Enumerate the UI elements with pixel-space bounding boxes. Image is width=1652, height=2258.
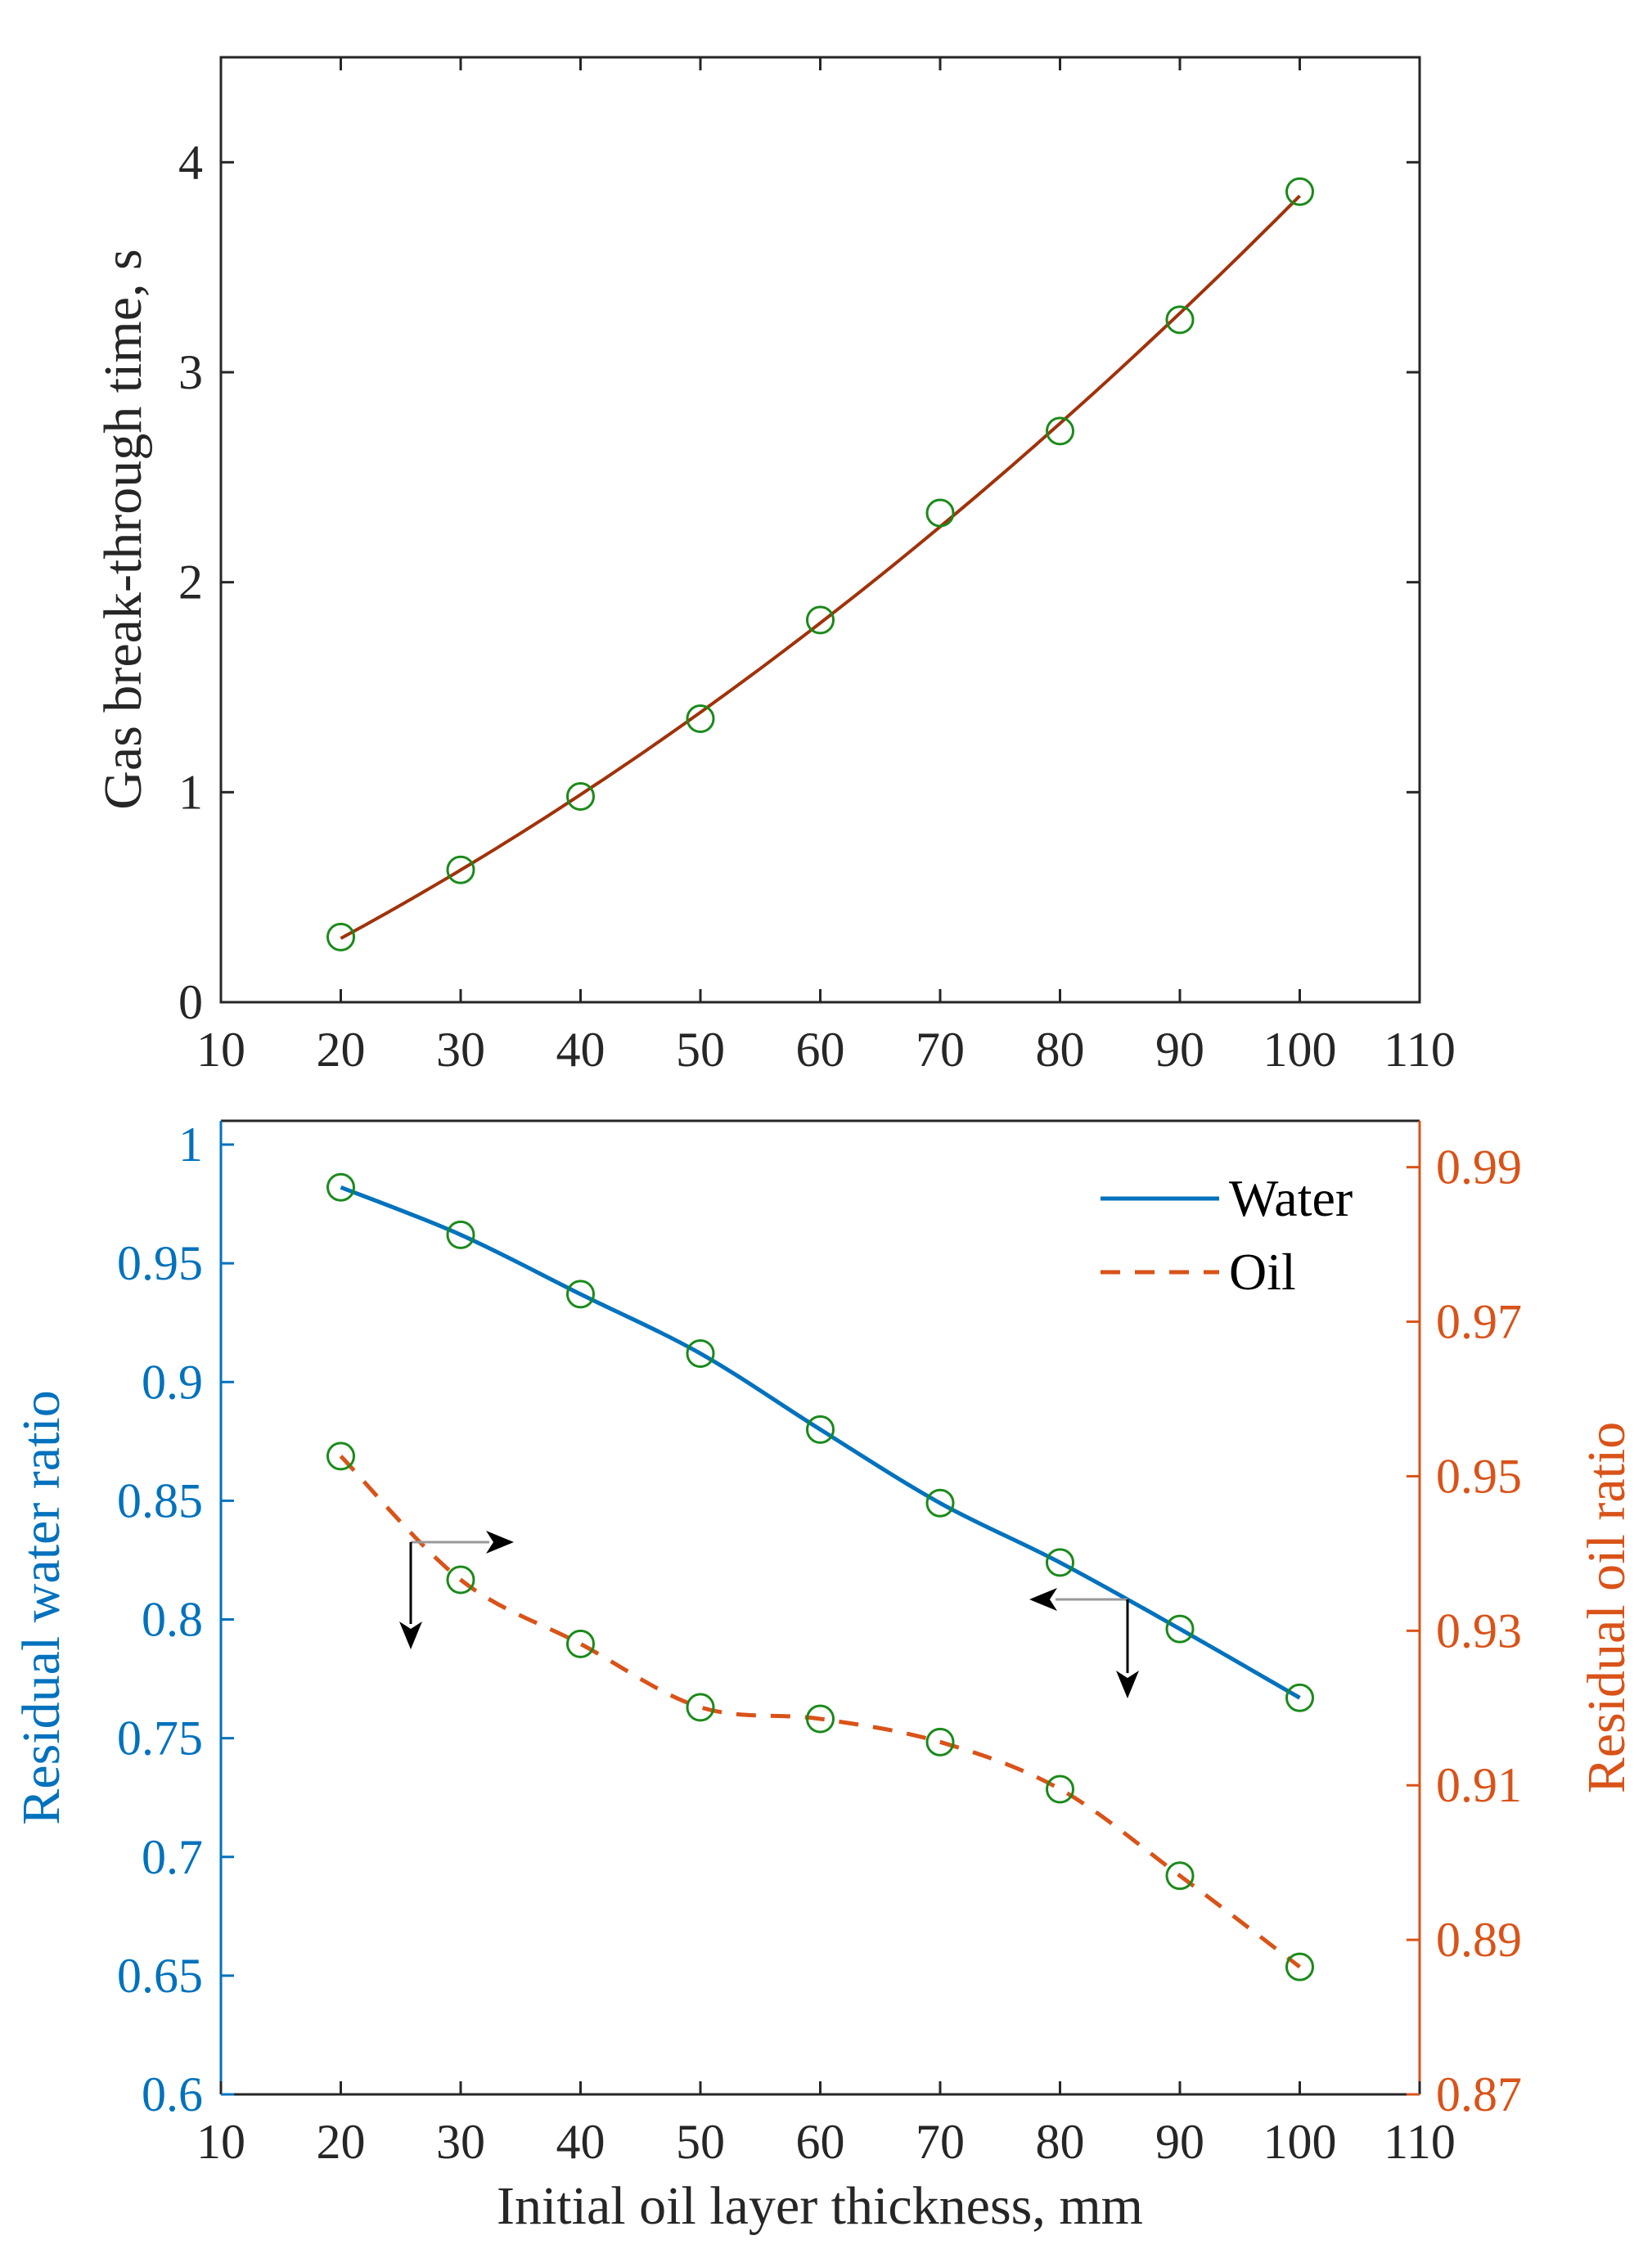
oil-data-point <box>686 1693 715 1722</box>
oil-data-point <box>806 1704 835 1734</box>
top-y-tick-label: 3 <box>178 345 203 399</box>
bottom-x-tick-label: 20 <box>317 2115 366 2169</box>
bottom-x-axis-title: Initial oil layer thickness, mm <box>497 2176 1143 2236</box>
top-data-point <box>446 855 475 884</box>
top-plot-frame <box>219 56 1421 1004</box>
top-data-point <box>806 605 835 635</box>
top-x-tick-label: 80 <box>1036 1023 1085 1077</box>
top-x-tick-label: 40 <box>556 1023 605 1077</box>
water-data-point <box>1165 1614 1195 1644</box>
oil-data-point <box>1165 1861 1195 1891</box>
top-chart: 10 20 30 40 50 60 70 80 90 100 110 0 1 2 3 4 Gas break… <box>93 56 1456 1077</box>
top-y-tick-label: 1 <box>178 765 203 819</box>
oil-data-point <box>446 1565 475 1595</box>
top-y-axis-title: Gas break-through time, s <box>93 249 153 810</box>
oil-data-point <box>566 1629 595 1658</box>
legend: Water Oil <box>1101 1169 1353 1301</box>
top-data-point <box>1046 416 1074 446</box>
right-y-tick-label: 0.91 <box>1436 1758 1522 1812</box>
water-data-point <box>1285 1683 1314 1712</box>
bottom-x-tick-label: 60 <box>796 2115 845 2169</box>
top-x-tick-label: 100 <box>1263 1023 1337 1077</box>
bottom-x-tick-label: 110 <box>1384 2115 1456 2169</box>
oil-data-point <box>1046 1774 1074 1804</box>
water-axis-indicator-arrow <box>1029 1588 1139 1698</box>
top-x-tick-label: 30 <box>436 1023 485 1077</box>
top-x-tick-label: 50 <box>676 1023 725 1077</box>
right-y-tick-label: 0.97 <box>1436 1295 1522 1349</box>
left-y-axis-title: Residual water ratio <box>11 1390 71 1824</box>
bottom-x-tick-label: 40 <box>556 2115 605 2169</box>
left-y-axis: 0.6 0.65 0.7 0.75 0.8 0.85 0.9 0.95 1 <box>117 1118 234 2121</box>
oil-data-point <box>925 1727 955 1756</box>
oil-line <box>339 1455 1302 1969</box>
bottom-x-tick-label: 10 <box>196 2115 245 2169</box>
bottom-x-tick-label: 30 <box>436 2115 485 2169</box>
left-y-tick-label: 0.85 <box>117 1473 203 1527</box>
top-x-tick-label: 70 <box>916 1023 965 1077</box>
top-data-point <box>1165 305 1195 335</box>
left-y-tick-label: 0.65 <box>117 1949 203 2003</box>
bottom-x-tick-label: 100 <box>1263 2115 1337 2169</box>
right-y-tick-label: 0.93 <box>1436 1604 1522 1658</box>
right-y-tick-label: 0.89 <box>1436 1913 1522 1967</box>
bottom-x-tick-label: 70 <box>916 2115 965 2169</box>
oil-data-point <box>1285 1952 1314 1981</box>
bottom-chart: 10 20 30 40 50 60 70 80 90 100 110 0.60.650.70.750… <box>11 1118 1636 2236</box>
legend-oil-label: Oil <box>1229 1243 1296 1301</box>
left-y-tick-label: 0.75 <box>117 1711 203 1765</box>
water-data-point <box>1046 1548 1074 1577</box>
water-data-point <box>806 1415 835 1444</box>
left-y-tick-label: 0.95 <box>117 1236 203 1290</box>
bottom-x-tick-label: 90 <box>1155 2115 1204 2169</box>
top-data-point <box>686 704 715 733</box>
top-x-tick-label: 10 <box>196 1023 245 1077</box>
water-data-point <box>686 1338 715 1368</box>
oil-axis-indicator-arrow <box>399 1531 514 1649</box>
water-line <box>340 1185 1301 1700</box>
bottom-x-axis: 10 20 30 40 50 60 70 80 90 100 110 <box>196 2081 1456 2169</box>
top-x-tick-label: 110 <box>1384 1023 1456 1077</box>
water-data-point <box>326 1172 355 1202</box>
top-markers <box>326 177 1314 951</box>
top-y-tick-label: 0 <box>178 975 203 1029</box>
left-y-tick-label: 1 <box>178 1118 203 1172</box>
top-y-tick-label: 4 <box>178 135 203 189</box>
top-y-axis: 0 1 2 3 4 <box>178 135 1420 1029</box>
top-data-point <box>1285 177 1314 206</box>
right-y-axis-title: Residual oil ratio <box>1577 1422 1636 1794</box>
top-data-point <box>566 781 595 811</box>
oil-data-point <box>326 1442 355 1471</box>
right-y-tick-label: 0.95 <box>1436 1449 1522 1503</box>
top-x-tick-label: 60 <box>796 1023 845 1077</box>
left-y-tick-label: 0.9 <box>142 1355 203 1409</box>
top-data-point <box>925 498 955 528</box>
left-y-tick-label: 0.8 <box>142 1593 203 1647</box>
top-x-axis: 10 20 30 40 50 60 70 80 90 100 110 <box>196 57 1456 1077</box>
water-data-point <box>446 1220 475 1249</box>
top-data-point <box>326 922 355 951</box>
right-y-tick-label: 0.99 <box>1436 1140 1522 1194</box>
water-data-point <box>566 1280 595 1309</box>
left-y-tick-label: 0.7 <box>142 1830 203 1884</box>
right-y-tick-label: 0.87 <box>1436 2067 1522 2121</box>
top-x-tick-label: 90 <box>1155 1023 1204 1077</box>
legend-water-label: Water <box>1229 1169 1353 1227</box>
top-y-tick-label: 2 <box>178 556 203 609</box>
right-y-axis: 0.87 0.89 0.91 0.93 0.95 0.97 0.99 <box>1407 1140 1522 2121</box>
top-x-tick-label: 20 <box>317 1023 366 1077</box>
water-data-point <box>925 1488 955 1518</box>
bottom-x-tick-label: 80 <box>1036 2115 1085 2169</box>
oil-markers <box>326 1442 1314 1981</box>
left-y-tick-label: 0.6 <box>142 2067 203 2121</box>
water-markers <box>326 1172 1314 1712</box>
top-fit-line <box>340 194 1301 940</box>
bottom-x-tick-label: 50 <box>676 2115 725 2169</box>
